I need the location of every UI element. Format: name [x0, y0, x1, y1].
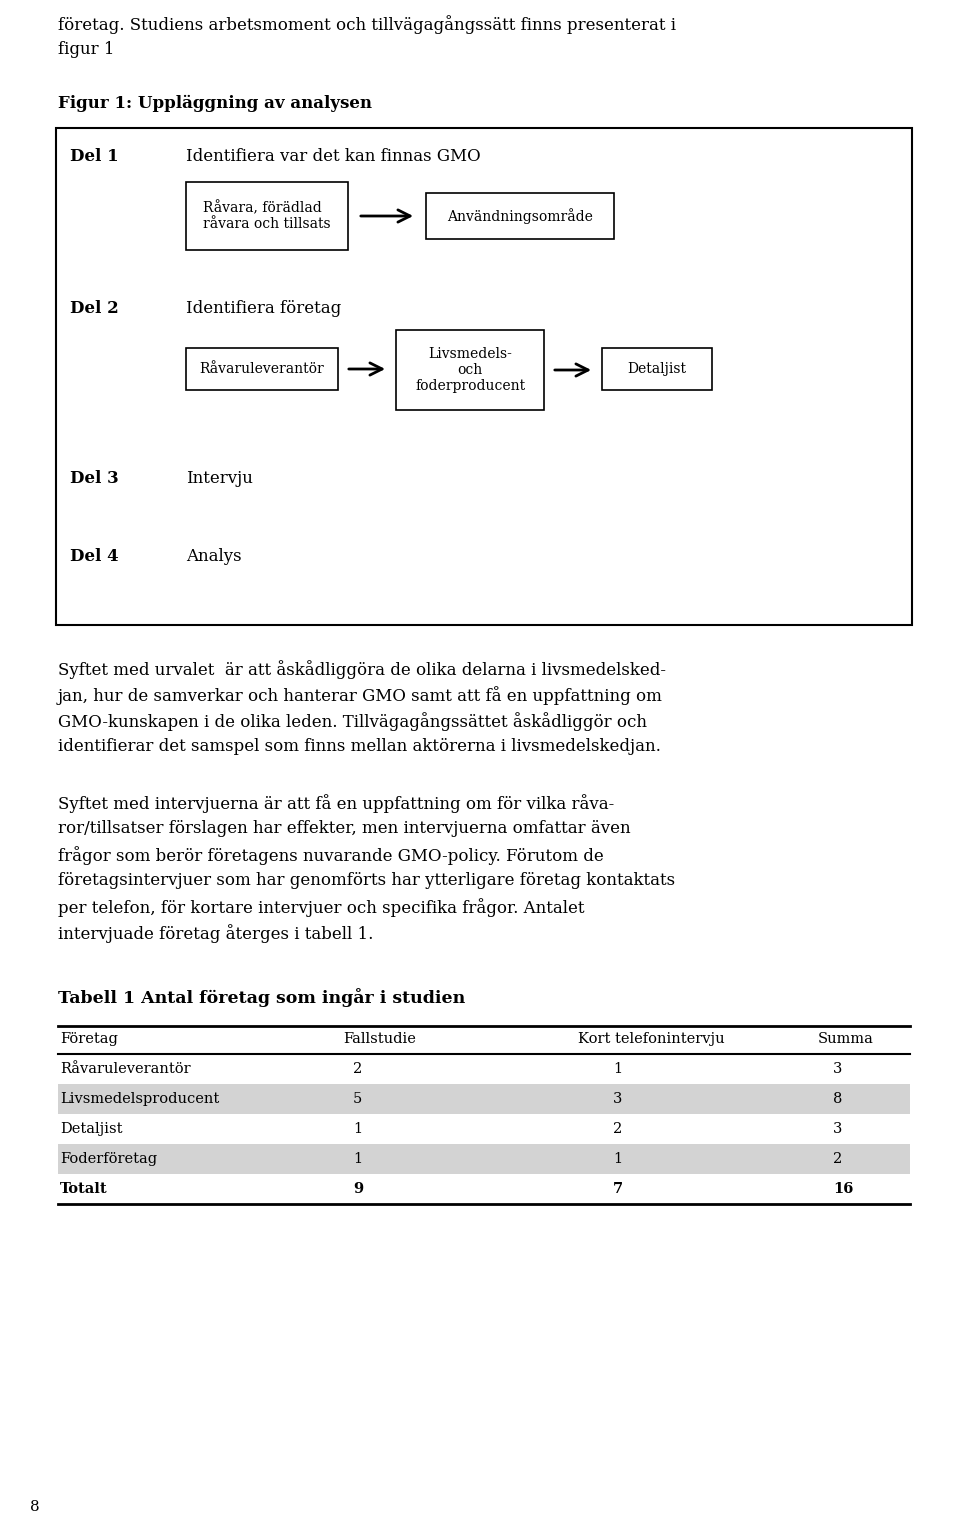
Text: figur 1: figur 1	[58, 41, 114, 58]
Text: Syftet med urvalet  är att åskådliggöra de olika delarna i livsmedelsked-: Syftet med urvalet är att åskådliggöra d…	[58, 660, 666, 680]
Text: identifierar det samspel som finns mellan aktörerna i livsmedelskedjan.: identifierar det samspel som finns mella…	[58, 737, 660, 755]
Text: GMO-kunskapen i de olika leden. Tillvägagångssättet åskådliggör och: GMO-kunskapen i de olika leden. Tillväga…	[58, 711, 647, 731]
Text: Detaljist: Detaljist	[60, 1123, 123, 1136]
Text: Livsmedelsproducent: Livsmedelsproducent	[60, 1092, 219, 1106]
Text: ror/tillsatser förslagen har effekter, men intervjuerna omfattar även: ror/tillsatser förslagen har effekter, m…	[58, 821, 631, 837]
Text: 2: 2	[353, 1062, 362, 1076]
Text: Summa: Summa	[818, 1032, 874, 1047]
Text: Identifiera företag: Identifiera företag	[186, 300, 341, 317]
Text: Användningsområde: Användningsområde	[447, 208, 593, 225]
Text: Tabell 1 Antal företag som ingår i studien: Tabell 1 Antal företag som ingår i studi…	[58, 988, 466, 1007]
Text: Råvara, förädlad
råvara och tillsats: Råvara, förädlad råvara och tillsats	[204, 200, 331, 232]
Text: frågor som berör företagens nuvarande GMO-policy. Förutom de: frågor som berör företagens nuvarande GM…	[58, 846, 604, 865]
Text: Intervju: Intervju	[186, 470, 252, 487]
Text: Råvaruleverantör: Råvaruleverantör	[60, 1062, 191, 1076]
Text: 16: 16	[833, 1182, 853, 1195]
Bar	[396, 331, 544, 410]
Bar	[186, 182, 348, 250]
Text: Del 1: Del 1	[70, 149, 119, 165]
Text: intervjuade företag återges i tabell 1.: intervjuade företag återges i tabell 1.	[58, 924, 373, 944]
Bar	[56, 127, 912, 625]
Text: per telefon, för kortare intervjuer och specifika frågor. Antalet: per telefon, för kortare intervjuer och …	[58, 898, 585, 916]
Text: 3: 3	[833, 1062, 842, 1076]
Bar	[58, 1085, 910, 1113]
Text: Figur 1: Uppläggning av analysen: Figur 1: Uppläggning av analysen	[58, 96, 372, 112]
Text: 8: 8	[30, 1500, 39, 1514]
Text: företagsintervjuer som har genomförts har ytterligare företag kontaktats: företagsintervjuer som har genomförts ha…	[58, 872, 675, 889]
Text: Kort telefonintervju: Kort telefonintervju	[578, 1032, 725, 1047]
Text: 9: 9	[353, 1182, 363, 1195]
Text: Identifiera var det kan finnas GMO: Identifiera var det kan finnas GMO	[186, 149, 481, 165]
Bar	[58, 1144, 910, 1174]
Text: 3: 3	[833, 1123, 842, 1136]
Bar	[186, 347, 338, 390]
Bar	[426, 193, 614, 240]
Text: Del 4: Del 4	[70, 548, 119, 564]
Text: Livsmedels-
och
foderproducent: Livsmedels- och foderproducent	[415, 347, 525, 393]
Bar	[602, 347, 712, 390]
Text: jan, hur de samverkar och hanterar GMO samt att få en uppfattning om: jan, hur de samverkar och hanterar GMO s…	[58, 686, 662, 705]
Text: 2: 2	[833, 1151, 842, 1167]
Text: Analys: Analys	[186, 548, 242, 564]
Text: 1: 1	[613, 1062, 622, 1076]
Text: Del 2: Del 2	[70, 300, 119, 317]
Text: företag. Studiens arbetsmoment och tillvägagångssätt finns presenterat i: företag. Studiens arbetsmoment och tillv…	[58, 15, 676, 33]
Text: 2: 2	[613, 1123, 622, 1136]
Text: 8: 8	[833, 1092, 842, 1106]
Text: 1: 1	[613, 1151, 622, 1167]
Text: Syftet med intervjuerna är att få en uppfattning om för vilka råva-: Syftet med intervjuerna är att få en upp…	[58, 793, 614, 813]
Text: 7: 7	[613, 1182, 623, 1195]
Text: Foderföretag: Foderföretag	[60, 1151, 157, 1167]
Text: Detaljist: Detaljist	[628, 363, 686, 376]
Text: 3: 3	[613, 1092, 622, 1106]
Text: Företag: Företag	[60, 1032, 118, 1047]
Text: Råvaruleverantör: Råvaruleverantör	[200, 363, 324, 376]
Text: Totalt: Totalt	[60, 1182, 108, 1195]
Text: Fallstudie: Fallstudie	[343, 1032, 416, 1047]
Text: 5: 5	[353, 1092, 362, 1106]
Text: Del 3: Del 3	[70, 470, 119, 487]
Text: 1: 1	[353, 1151, 362, 1167]
Text: 1: 1	[353, 1123, 362, 1136]
